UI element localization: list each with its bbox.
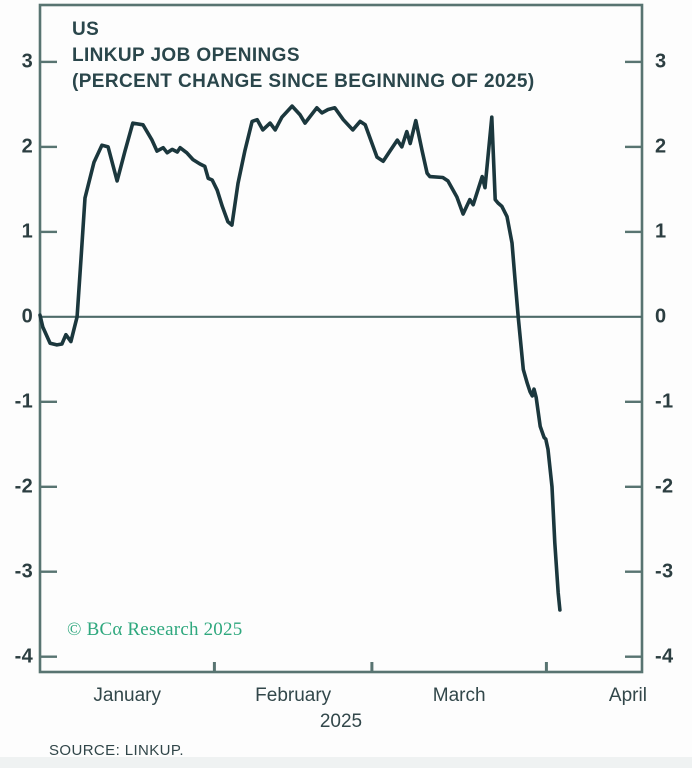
x-axis-month-label-january: January — [93, 685, 162, 706]
y-axis-label-left: 2 — [21, 135, 33, 158]
y-axis-label-right: 2 — [655, 135, 667, 158]
y-axis-label-right: -3 — [655, 560, 674, 583]
bottom-strip — [0, 757, 692, 768]
x-axis-month-label-february: February — [255, 685, 332, 706]
source-note: SOURCE: LINKUP. — [49, 742, 184, 759]
job-openings-line — [38, 104, 562, 612]
y-axis-label-left: 0 — [21, 305, 33, 328]
x-axis-year-label: 2025 — [319, 711, 363, 732]
y-axis-label-right: -4 — [655, 645, 674, 668]
chart-title: US LINKUP JOB OPENINGS (PERCENT CHANGE S… — [72, 17, 535, 95]
y-axis-label-right: 3 — [655, 50, 667, 73]
plot-border — [38, 3, 644, 674]
y-axis-label-left: -2 — [14, 475, 33, 498]
y-axis-label-left: 1 — [21, 220, 33, 243]
copyright-notice: © BCα Research 2025 — [67, 619, 243, 640]
y-axis-label-right: 0 — [655, 305, 667, 328]
y-axis-label-right: 1 — [655, 220, 667, 243]
x-axis-month-label-april: April — [608, 685, 647, 706]
title-line-units: (PERCENT CHANGE SINCE BEGINNING OF 2025) — [72, 71, 535, 92]
x-axis-month-label-march: March — [432, 685, 486, 706]
y-axis-label-right: -2 — [655, 475, 674, 498]
y-axis-label-left: -3 — [14, 560, 33, 583]
title-line-region: US — [72, 19, 100, 40]
y-axis-label-right: -1 — [655, 390, 674, 413]
y-axis-label-left: 3 — [21, 50, 33, 73]
y-axis-label-left: -1 — [14, 390, 33, 413]
title-line-series: LINKUP JOB OPENINGS — [72, 45, 300, 66]
y-axis-label-left: -4 — [14, 645, 33, 668]
